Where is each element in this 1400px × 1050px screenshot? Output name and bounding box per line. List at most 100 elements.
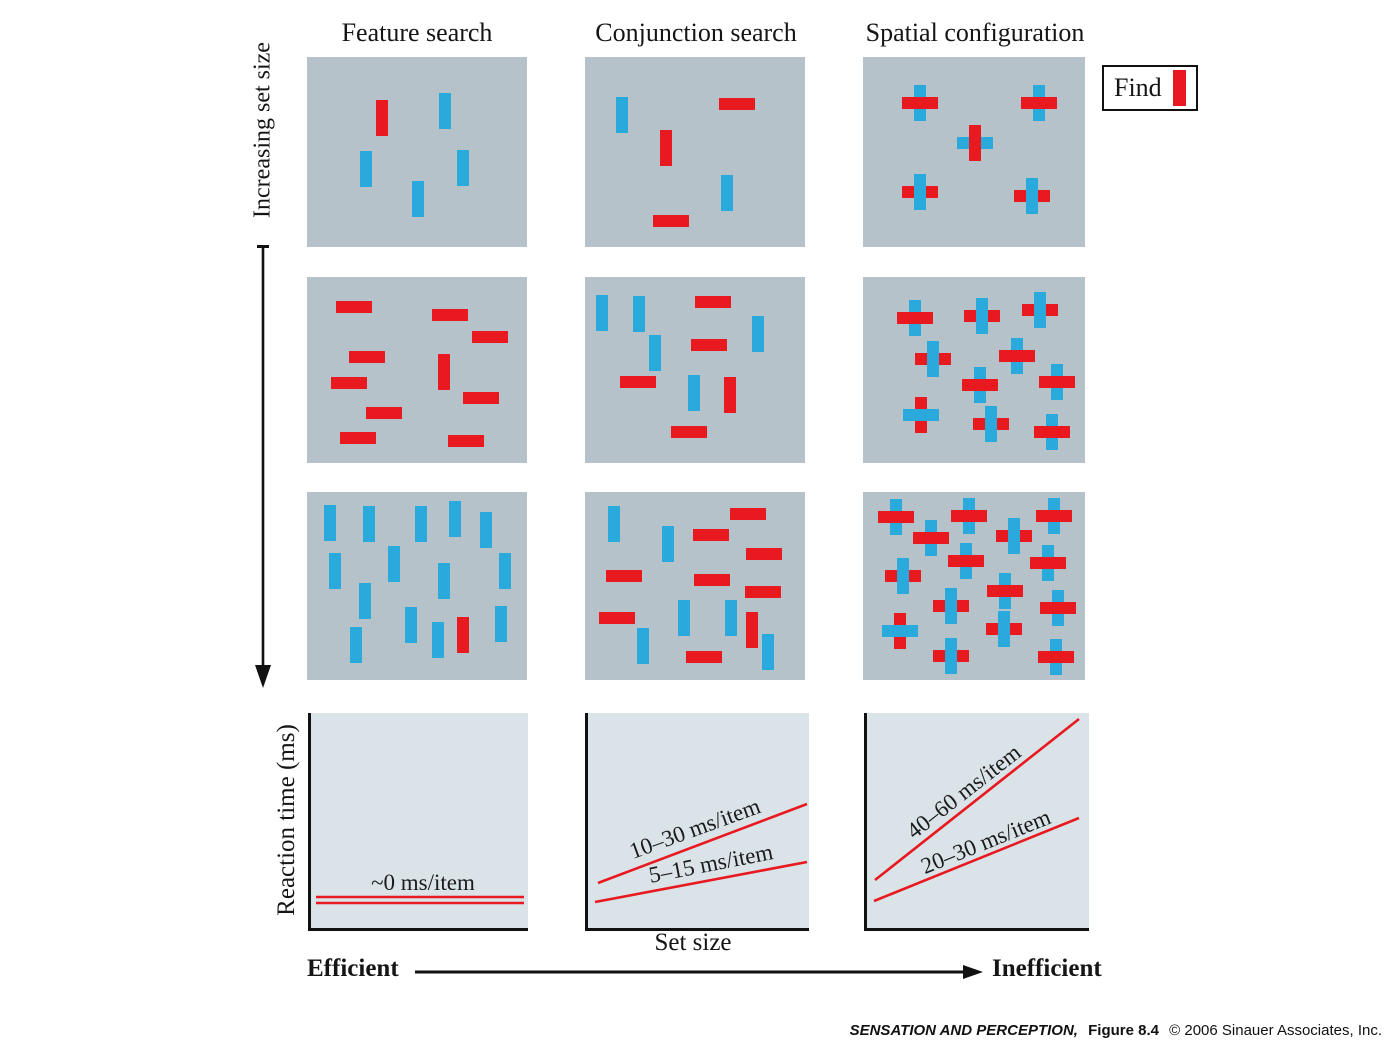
panel-conjunction-set5 <box>585 57 805 247</box>
blue-vertical-bar <box>457 150 469 186</box>
red-horizontal-bar <box>686 651 722 663</box>
blue-vertical-bar <box>662 526 674 562</box>
target-red-vertical-bar <box>724 377 736 413</box>
rt-slope-line <box>594 860 808 904</box>
plus-distractor <box>933 638 969 674</box>
rt-slope-line <box>873 816 1080 903</box>
set-size-axis-label: Set size <box>654 929 732 956</box>
red-horizontal-bar <box>472 331 508 343</box>
column-title-feature-search: Feature search <box>341 18 493 47</box>
blue-vertical-bar <box>363 506 375 542</box>
increasing-set-size-arrow-icon <box>255 245 271 688</box>
blue-vertical-bar <box>360 151 372 187</box>
panel-spatial-set15 <box>863 492 1085 680</box>
blue-vertical-bar <box>721 175 733 211</box>
find-target-legend: Find <box>1102 65 1198 111</box>
plus-distractor <box>1038 639 1074 675</box>
red-horizontal-bar <box>693 529 729 541</box>
graph-conjunction-lines <box>594 802 808 904</box>
graph-conjunction: 10–30 ms/item 5–15 ms/item <box>585 713 809 931</box>
plus-distractor <box>897 300 933 336</box>
red-horizontal-bar <box>606 570 642 582</box>
blue-vertical-bar <box>415 506 427 542</box>
blue-vertical-bar <box>495 606 507 642</box>
blue-vertical-bar <box>449 501 461 537</box>
red-horizontal-bar <box>695 296 731 308</box>
plus-target <box>882 613 918 649</box>
target-red-vertical-bar-icon <box>1172 70 1186 106</box>
blue-vertical-bar <box>725 600 737 636</box>
figure-credit: SENSATION AND PERCEPTION, Figure 8.4 © 2… <box>850 1022 1382 1039</box>
blue-vertical-bar <box>752 316 764 352</box>
red-horizontal-bar <box>463 392 499 404</box>
red-horizontal-bar <box>746 548 782 560</box>
red-horizontal-bar <box>349 351 385 363</box>
blue-vertical-bar <box>438 563 450 599</box>
panel-feature-set10 <box>307 277 527 463</box>
red-horizontal-bar <box>366 407 402 419</box>
red-horizontal-bar <box>620 376 656 388</box>
blue-vertical-bar <box>329 553 341 589</box>
plus-distractor <box>878 499 914 535</box>
target-red-vertical-bar <box>660 130 672 166</box>
plus-distractor <box>1014 178 1050 214</box>
panel-conjunction-set10 <box>585 277 805 463</box>
inefficient-label: Inefficient <box>992 955 1102 982</box>
red-horizontal-bar <box>653 215 689 227</box>
plus-distractor <box>902 174 938 210</box>
plus-distractor <box>913 520 949 556</box>
panel-conjunction-set15 <box>585 492 805 680</box>
plus-target <box>903 397 939 433</box>
plus-distractor <box>1039 364 1075 400</box>
red-horizontal-bar <box>691 339 727 351</box>
blue-vertical-bar <box>649 335 661 371</box>
red-horizontal-bar <box>745 586 781 598</box>
graph-feature-lines <box>316 895 524 905</box>
blue-vertical-bar <box>762 634 774 670</box>
red-horizontal-bar <box>671 426 707 438</box>
plus-distractor <box>1021 85 1057 121</box>
plus-distractor <box>902 85 938 121</box>
target-red-vertical-bar <box>376 100 388 136</box>
column-title-spatial-configuration: Spatial configuration <box>865 18 1085 47</box>
plus-distractor <box>1036 498 1072 534</box>
plus-distractor <box>973 406 1009 442</box>
rt-slope-line <box>597 802 808 885</box>
plus-distractor <box>986 611 1022 647</box>
plus-distractor <box>951 498 987 534</box>
plus-distractor <box>962 367 998 403</box>
blue-vertical-bar <box>412 181 424 217</box>
graph-feature: ~0 ms/item <box>308 713 528 931</box>
slope-annotation: ~0 ms/item <box>371 870 475 895</box>
blue-vertical-bar <box>439 93 451 129</box>
blue-vertical-bar <box>324 505 336 541</box>
blue-vertical-bar <box>608 506 620 542</box>
plus-distractor <box>948 543 984 579</box>
graph-spatial-lines <box>873 717 1080 903</box>
blue-vertical-bar <box>637 628 649 664</box>
blue-vertical-bar <box>688 375 700 411</box>
blue-vertical-bar <box>499 553 511 589</box>
red-horizontal-bar <box>719 98 755 110</box>
graph-spatial: 40–60 ms/item 20–30 ms/item <box>864 713 1089 931</box>
plus-distractor <box>885 558 921 594</box>
blue-vertical-bar <box>359 583 371 619</box>
blue-vertical-bar <box>596 295 608 331</box>
reaction-time-axis-label: Reaction time (ms) <box>273 724 300 916</box>
target-red-vertical-bar <box>746 612 758 648</box>
blue-vertical-bar <box>678 600 690 636</box>
plus-distractor <box>987 573 1023 609</box>
blue-vertical-bar <box>350 627 362 663</box>
red-horizontal-bar <box>432 309 468 321</box>
panel-spatial-set10 <box>863 277 1085 463</box>
plus-distractor <box>996 518 1032 554</box>
find-label: Find <box>1114 73 1162 102</box>
red-horizontal-bar <box>694 574 730 586</box>
blue-vertical-bar <box>633 296 645 332</box>
red-horizontal-bar <box>340 432 376 444</box>
credit-copyright: © 2006 Sinauer Associates, Inc. <box>1169 1022 1382 1039</box>
credit-book-title: SENSATION AND PERCEPTION, <box>849 1022 1078 1039</box>
plus-distractor <box>915 341 951 377</box>
panel-feature-set15 <box>307 492 527 680</box>
red-horizontal-bar <box>730 508 766 520</box>
